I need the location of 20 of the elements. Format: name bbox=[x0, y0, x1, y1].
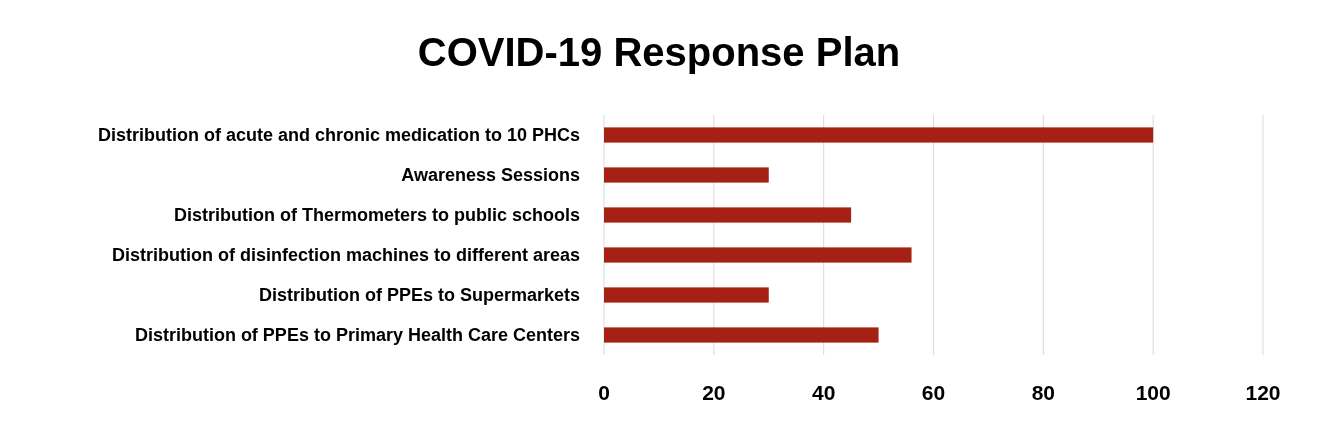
x-tick-label: 0 bbox=[598, 381, 610, 404]
chart-title: COVID-19 Response Plan bbox=[417, 30, 901, 74]
bar bbox=[604, 287, 769, 303]
x-tick-label: 60 bbox=[921, 381, 946, 404]
y-tick-label: Distribution of PPEs to Primary Health Care Centers bbox=[134, 325, 580, 346]
y-tick-label: Distribution of acute and chronic medication to 10 PHCs bbox=[97, 125, 580, 146]
x-tick-label: 40 bbox=[811, 381, 836, 404]
y-tick-label: Distribution of PPEs to Supermarkets bbox=[258, 285, 580, 306]
bar bbox=[604, 127, 1154, 143]
x-tick-label: 120 bbox=[1245, 381, 1281, 404]
bar bbox=[604, 167, 769, 183]
x-tick-label: 80 bbox=[1031, 381, 1056, 404]
bar bbox=[604, 207, 852, 223]
y-tick-label: Distribution of Thermometers to public schools bbox=[173, 205, 580, 226]
x-tick-label: 100 bbox=[1135, 381, 1171, 404]
bar bbox=[604, 247, 912, 263]
y-tick-label: Distribution of disinfection machines to different areas bbox=[111, 245, 580, 266]
bar bbox=[604, 327, 879, 343]
x-tick-label: 20 bbox=[702, 381, 726, 404]
y-tick-label: Awareness Sessions bbox=[401, 165, 580, 186]
